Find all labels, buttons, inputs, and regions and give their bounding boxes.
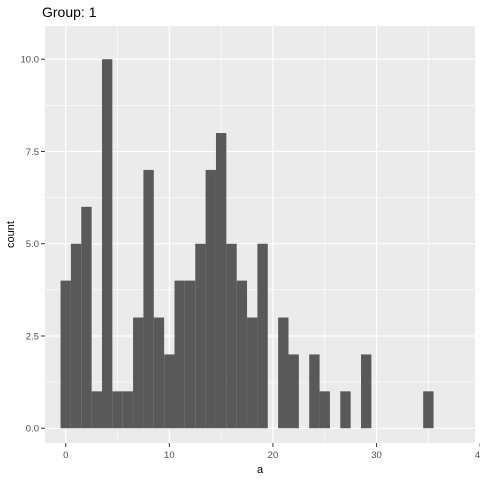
histogram-bar — [319, 391, 330, 429]
histogram-bar — [309, 354, 320, 429]
histogram-bar — [423, 391, 434, 429]
histogram-bars — [60, 59, 434, 429]
histogram-bar — [184, 280, 196, 429]
y-tick-label: 10.0 — [21, 55, 40, 66]
x-tick-label: 30 — [371, 450, 382, 461]
histogram-bar — [153, 317, 165, 429]
histogram-bar — [91, 391, 102, 429]
histogram-bar — [205, 169, 216, 429]
x-tick-label: 40 — [475, 450, 480, 461]
axis-ticks — [41, 58, 480, 447]
histogram-bar — [236, 280, 248, 429]
histogram-bar — [257, 243, 268, 429]
histogram-bar — [215, 133, 227, 429]
y-axis-tick-labels: 0.0 2.5 5.0 7.5 10.0 — [21, 55, 40, 435]
y-tick-label: 2.5 — [26, 331, 39, 342]
histogram-bar — [164, 354, 175, 429]
histogram-bar — [81, 206, 92, 429]
x-tick-label: 10 — [164, 450, 175, 461]
x-axis-tick-labels: 0 10 20 30 40 — [63, 450, 480, 461]
x-tick-label: 20 — [268, 450, 279, 461]
histogram-bar — [226, 243, 237, 429]
chart-title: Group: 1 — [42, 4, 97, 20]
y-axis-title: count — [5, 221, 17, 248]
histogram-bar — [278, 317, 289, 429]
histogram-bar — [133, 317, 144, 429]
y-tick-label: 0.0 — [26, 424, 39, 435]
histogram-bar — [361, 354, 372, 429]
histogram-bar — [60, 280, 71, 429]
histogram-bar — [101, 59, 113, 429]
y-tick-label: 5.0 — [26, 239, 39, 250]
histogram-bar — [70, 243, 82, 429]
histogram-bar — [112, 391, 123, 429]
x-tick-label: 0 — [63, 450, 68, 461]
histogram-bar — [195, 243, 206, 429]
histogram-bar — [247, 317, 258, 429]
y-tick-label: 7.5 — [26, 147, 39, 158]
histogram-bar — [174, 280, 185, 429]
histogram-bar — [340, 391, 351, 429]
histogram-bar — [122, 391, 134, 429]
histogram-bar — [288, 354, 299, 429]
x-axis-title: a — [257, 464, 264, 476]
histogram-bar — [143, 169, 154, 429]
